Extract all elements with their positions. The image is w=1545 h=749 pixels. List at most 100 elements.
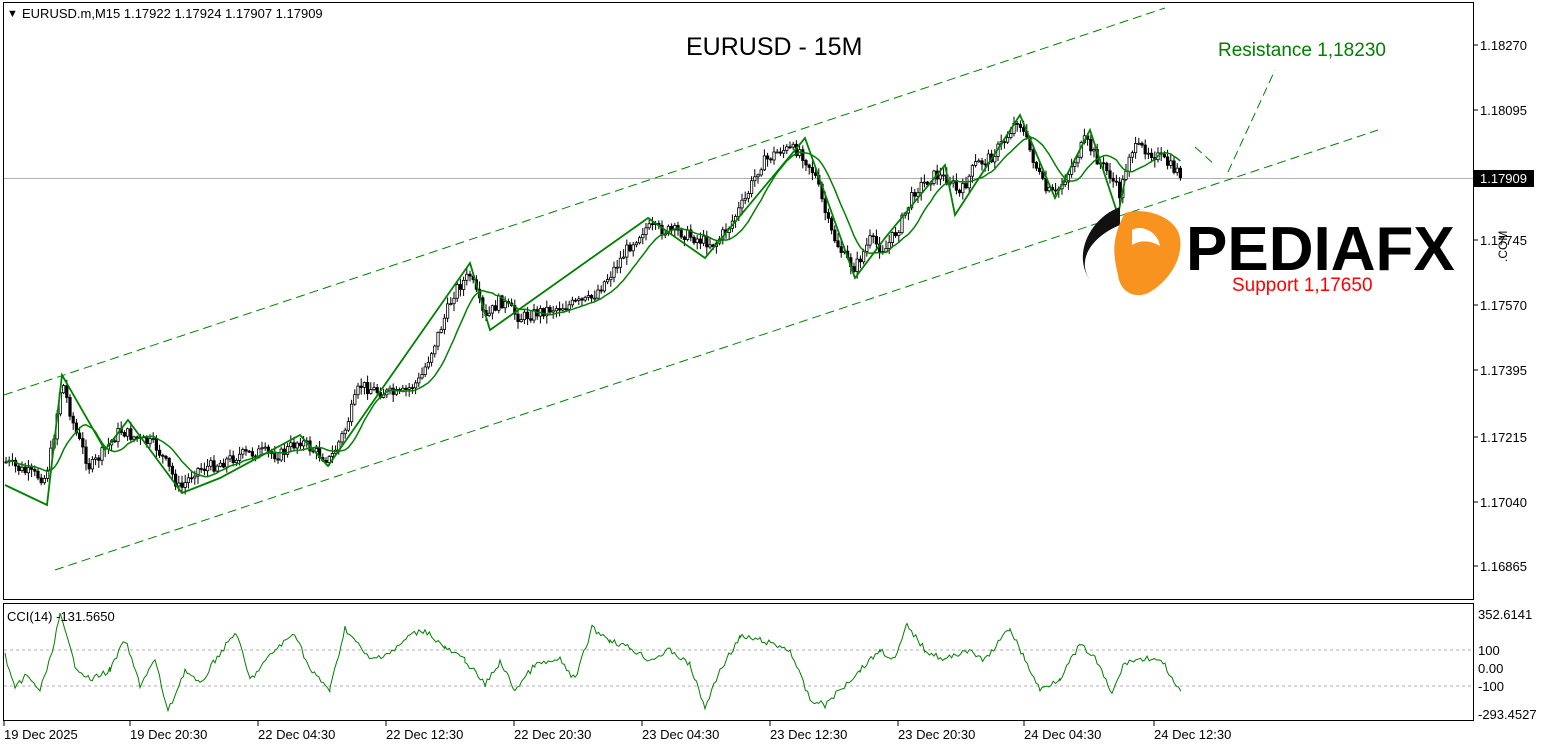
candle-body: [682, 236, 687, 240]
candle-body: [145, 436, 149, 445]
candle-body: [301, 440, 306, 447]
channel-upper-line: [3, 7, 1166, 396]
candle-body: [234, 459, 238, 463]
candle-body: [913, 192, 917, 197]
candle-body: [215, 465, 219, 472]
candle-body: [852, 266, 856, 272]
candle-body: [410, 387, 415, 390]
price-axis: 1.18270 1.18095 1.17745 1.17570 1.17395 …: [1473, 38, 1534, 574]
candle-body: [250, 451, 254, 457]
logo-mark-highlight: [1132, 227, 1160, 246]
candle-body: [762, 155, 767, 171]
candle-body: [1166, 156, 1170, 166]
candle-body: [36, 470, 40, 479]
candle-body: [692, 236, 696, 244]
price-tick-label: 1.16865: [1480, 559, 1527, 574]
candle-body: [157, 449, 162, 456]
candle-body: [890, 232, 895, 244]
candle-body: [205, 465, 210, 472]
candle-body: [23, 466, 27, 474]
candle-body: [247, 450, 251, 453]
candle-body: [638, 237, 642, 244]
candle-body: [769, 158, 773, 161]
candle-body: [686, 229, 690, 240]
candle-body: [647, 223, 651, 229]
current-price-label: 1.17909: [1480, 171, 1527, 186]
candle-body: [596, 289, 600, 299]
time-tick-label: 23 Dec 04:30: [642, 727, 719, 742]
cci-tick-label: -100: [1478, 679, 1504, 694]
candle-body: [407, 387, 411, 390]
candle-body: [1076, 156, 1080, 164]
candle-body: [458, 284, 463, 290]
candle-body: [221, 462, 226, 468]
main-chart-frame: [3, 2, 1474, 600]
symbol-dropdown-icon[interactable]: ▼: [7, 8, 18, 20]
candle-body: [404, 387, 408, 390]
moving-average-line: [5, 136, 1181, 478]
candle-body: [186, 477, 190, 483]
candle-body: [743, 197, 747, 201]
candle-body: [401, 387, 405, 392]
candle-body: [756, 174, 760, 178]
candle-body: [871, 235, 875, 238]
candle-body: [362, 382, 367, 388]
cci-tick-label: 100: [1478, 643, 1500, 658]
candle-body: [330, 452, 335, 457]
candle-body: [420, 374, 424, 379]
candle-body: [359, 385, 363, 388]
candle-body: [417, 377, 421, 384]
time-tick-label: 19 Dec 20:30: [130, 727, 207, 742]
candle-body: [449, 303, 453, 306]
candle-body: [97, 457, 101, 461]
candle-body: [615, 266, 619, 269]
candle-body: [161, 454, 165, 457]
candle-body: [1034, 162, 1038, 169]
candle-body: [426, 361, 431, 368]
candle-body: [910, 192, 914, 209]
candle-body: [244, 449, 248, 452]
candle-body: [365, 382, 370, 395]
current-price-box: [1474, 170, 1534, 187]
candle-body: [1018, 123, 1023, 128]
candle-body: [71, 415, 75, 424]
logo-mark-shape: [1082, 207, 1120, 280]
candle-body: [276, 458, 280, 461]
candle-body: [631, 244, 635, 252]
support-label: Support 1,17650: [1232, 275, 1373, 296]
candle-body: [1140, 142, 1144, 146]
candle-body: [522, 311, 527, 321]
candle-body: [164, 455, 168, 459]
candle-body: [919, 181, 923, 194]
candle-body: [1073, 162, 1077, 167]
candle-body: [1105, 162, 1109, 172]
candle-body: [836, 240, 840, 248]
candle-body: [766, 155, 770, 160]
cci-tick-label: -293.4527: [1478, 707, 1537, 722]
candle-body: [173, 473, 178, 487]
candle-body: [429, 353, 434, 363]
candle-body: [874, 235, 879, 245]
candle-body: [493, 305, 498, 311]
candle-body: [513, 305, 517, 315]
symbol-info: EURUSD.m,M15 1.17922 1.17924 1.17907 1.1…: [22, 6, 323, 21]
candle-body: [442, 317, 447, 330]
cci-tick-label: 0.00: [1478, 661, 1503, 676]
candle-body: [807, 164, 811, 168]
candle-body: [1178, 167, 1182, 179]
resistance-label: Resistance 1,18230: [1218, 40, 1386, 61]
candle-body: [1092, 148, 1096, 152]
candle-body: [746, 193, 751, 199]
candle-body: [644, 227, 648, 236]
candle-body: [46, 469, 50, 479]
time-tick-label: 22 Dec 04:30: [258, 727, 335, 742]
candle-body: [922, 181, 927, 184]
zigzag-line: [4, 113, 1126, 507]
candle-body: [580, 298, 584, 301]
price-tick-label: 1.17570: [1480, 298, 1527, 313]
candle-body: [516, 313, 520, 323]
candle-body: [785, 146, 789, 151]
candle-body: [564, 308, 568, 311]
candle-body: [1175, 167, 1179, 173]
